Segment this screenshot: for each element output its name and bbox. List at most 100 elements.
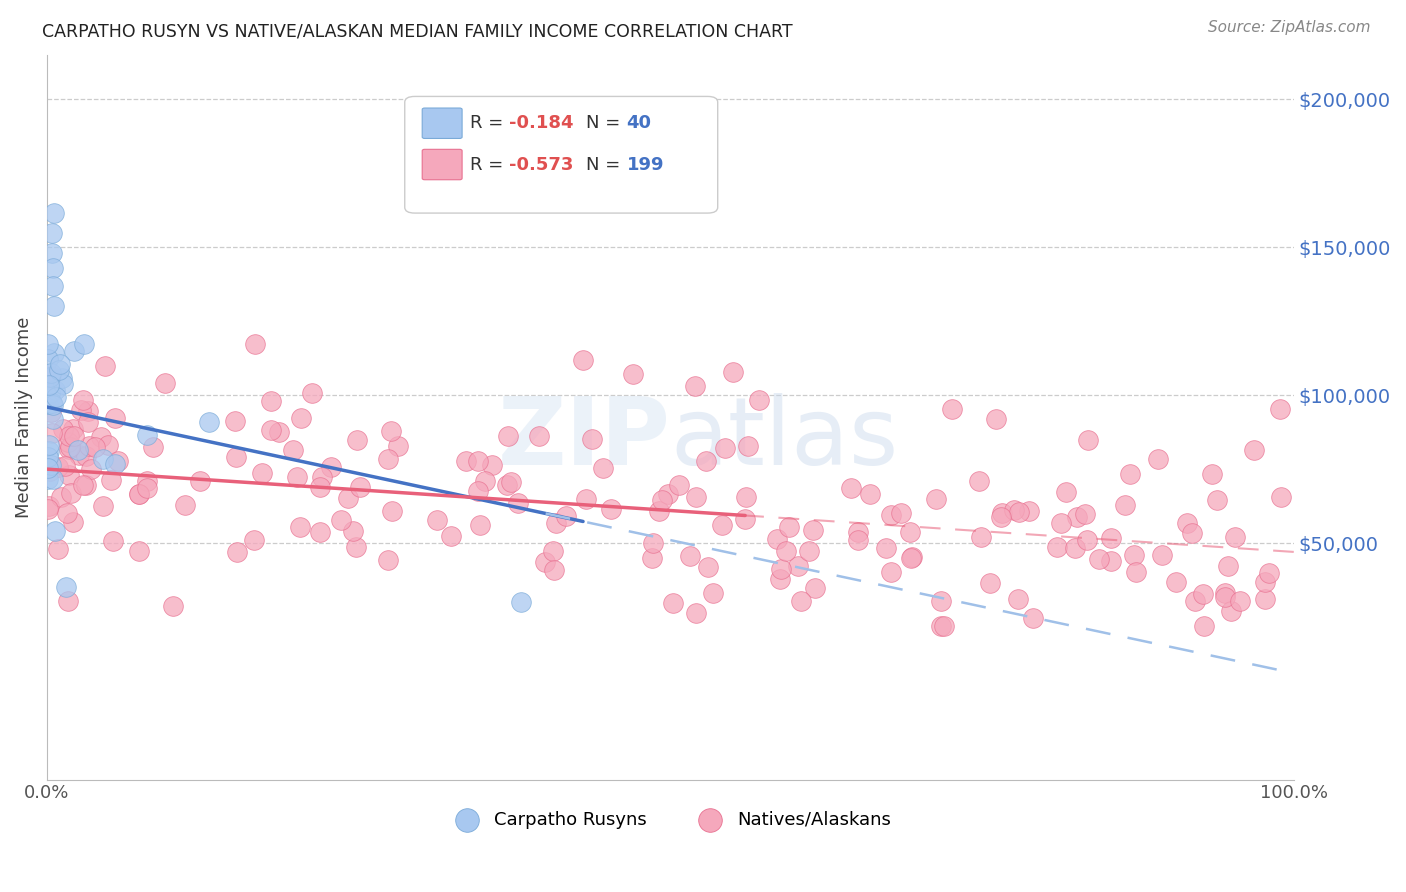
Point bbox=[309, 525, 332, 540]
Point bbox=[839, 481, 862, 495]
Point bbox=[337, 491, 360, 505]
Point bbox=[44, 383, 66, 397]
Point bbox=[39, 366, 62, 380]
Point bbox=[37, 501, 59, 516]
Point bbox=[1243, 443, 1265, 458]
Point bbox=[555, 508, 578, 523]
Point bbox=[55, 581, 77, 595]
Point bbox=[198, 415, 221, 429]
Point bbox=[1066, 510, 1088, 524]
Point bbox=[775, 543, 797, 558]
Point bbox=[1218, 558, 1240, 573]
Point bbox=[787, 559, 810, 574]
Point bbox=[1022, 611, 1045, 625]
Point bbox=[1254, 575, 1277, 590]
Point bbox=[929, 619, 952, 633]
Point bbox=[48, 541, 70, 556]
Point bbox=[39, 458, 62, 472]
Point bbox=[734, 491, 756, 505]
Point bbox=[250, 466, 273, 480]
Point bbox=[94, 359, 117, 374]
Point bbox=[344, 540, 367, 554]
Point bbox=[790, 594, 813, 608]
Point bbox=[41, 246, 63, 260]
Point bbox=[1270, 490, 1292, 504]
Point bbox=[508, 496, 530, 510]
Point bbox=[467, 483, 489, 498]
Point bbox=[52, 377, 75, 392]
Point bbox=[48, 363, 70, 377]
Point bbox=[683, 379, 706, 393]
Point bbox=[342, 524, 364, 538]
Point bbox=[52, 422, 75, 436]
Point bbox=[37, 450, 59, 464]
Point bbox=[1018, 504, 1040, 518]
Point bbox=[1007, 592, 1029, 607]
Point bbox=[42, 278, 65, 293]
Point bbox=[56, 593, 79, 607]
Point bbox=[188, 474, 211, 488]
Point bbox=[290, 411, 312, 425]
Point bbox=[49, 357, 72, 371]
Point bbox=[901, 549, 924, 564]
Point bbox=[80, 462, 103, 476]
Point bbox=[39, 385, 62, 400]
Point bbox=[890, 506, 912, 520]
Point bbox=[58, 429, 80, 443]
Point bbox=[100, 473, 122, 487]
Point bbox=[104, 411, 127, 425]
Point bbox=[37, 472, 59, 486]
Point bbox=[41, 396, 63, 410]
Point bbox=[260, 423, 283, 437]
Point bbox=[224, 414, 246, 428]
Point bbox=[1050, 516, 1073, 531]
Point bbox=[67, 448, 90, 462]
Point bbox=[592, 461, 614, 475]
Point bbox=[1201, 467, 1223, 481]
Point bbox=[51, 371, 73, 385]
Point bbox=[69, 403, 91, 417]
Point bbox=[543, 563, 565, 577]
Point bbox=[387, 439, 409, 453]
Point bbox=[91, 499, 114, 513]
Point bbox=[1099, 554, 1122, 568]
Point bbox=[136, 482, 159, 496]
Point bbox=[260, 393, 283, 408]
FancyBboxPatch shape bbox=[422, 108, 463, 138]
Point bbox=[737, 439, 759, 453]
Point bbox=[541, 544, 564, 558]
Point bbox=[1223, 529, 1246, 543]
Text: atlas: atlas bbox=[671, 393, 898, 485]
Point bbox=[685, 606, 707, 620]
Point bbox=[62, 515, 84, 529]
Text: -0.184: -0.184 bbox=[509, 113, 574, 131]
Point bbox=[267, 425, 290, 440]
Point bbox=[90, 429, 112, 443]
Point bbox=[128, 487, 150, 501]
Point bbox=[162, 599, 184, 613]
Point bbox=[769, 562, 792, 576]
Point bbox=[1258, 566, 1281, 580]
Point bbox=[929, 593, 952, 607]
Point bbox=[73, 337, 96, 351]
Point bbox=[67, 442, 90, 457]
Point bbox=[1268, 401, 1291, 416]
Point bbox=[941, 402, 963, 417]
Point bbox=[44, 300, 66, 314]
Point bbox=[72, 477, 94, 491]
Point bbox=[496, 429, 519, 443]
Point bbox=[748, 393, 770, 408]
Point bbox=[377, 451, 399, 466]
Point bbox=[721, 365, 744, 379]
Point bbox=[1166, 575, 1188, 590]
Point bbox=[668, 478, 690, 492]
Point bbox=[734, 512, 756, 526]
Point bbox=[804, 581, 827, 595]
Point bbox=[766, 533, 789, 547]
Point bbox=[39, 368, 62, 383]
Point bbox=[79, 439, 101, 453]
Point bbox=[226, 545, 249, 559]
Point bbox=[991, 507, 1014, 521]
Point bbox=[648, 503, 671, 517]
Point bbox=[769, 573, 792, 587]
